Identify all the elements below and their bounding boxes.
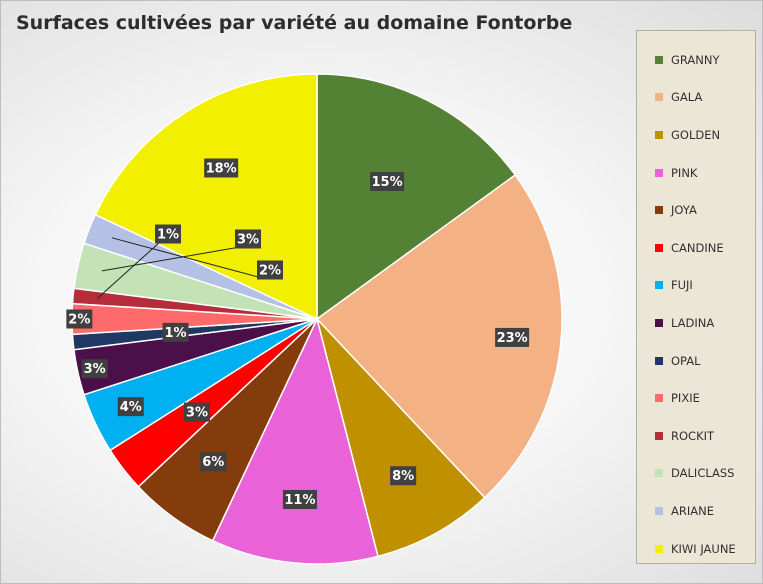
legend-item-granny[interactable]: GRANNY	[637, 41, 755, 79]
chart-title: Surfaces cultivées par variété au domain…	[16, 12, 573, 34]
data-label-fuji: 4%	[117, 397, 144, 417]
data-label-box	[117, 397, 144, 417]
legend-swatch	[655, 431, 663, 440]
legend-swatch	[655, 544, 663, 553]
legend-item-joya[interactable]: JOYA	[637, 191, 755, 229]
data-label-joya: 6%	[200, 452, 227, 472]
legend-swatch	[655, 318, 663, 327]
data-label-box	[204, 158, 239, 178]
data-label-box	[390, 466, 417, 486]
legend-label: OPAL	[671, 353, 701, 368]
data-label-text: 1%	[164, 326, 186, 341]
legend-swatch	[655, 130, 663, 139]
slice-golden[interactable]	[316, 318, 486, 558]
legend-item-gala[interactable]: GALA	[637, 79, 755, 117]
legend-item-opal[interactable]: OPAL	[637, 342, 755, 380]
slice-granny[interactable]	[316, 73, 517, 321]
data-label-box	[282, 489, 317, 509]
data-label-text: 2%	[259, 264, 281, 279]
legend-item-ariane[interactable]: ARIANE	[637, 492, 755, 530]
data-label-ladina: 3%	[81, 359, 108, 379]
data-label-box	[235, 229, 261, 249]
data-label-text: 3%	[84, 362, 106, 377]
data-label-pink: 11%	[282, 489, 317, 509]
data-label-box	[495, 327, 530, 347]
legend-label: GRANNY	[671, 52, 720, 67]
legend-item-rockit[interactable]: ROCKIT	[637, 417, 755, 455]
legend-swatch	[655, 394, 663, 403]
data-label-box	[183, 402, 210, 422]
slice-kiwi-jaune[interactable]	[94, 73, 318, 321]
data-label-text: 4%	[120, 400, 142, 415]
legend-item-golden[interactable]: GOLDEN	[637, 116, 755, 154]
legend-label: CANDINE	[671, 240, 724, 255]
data-label-rockit: 1%	[155, 224, 181, 244]
legend-label: DALICLASS	[671, 466, 735, 481]
data-label-box	[370, 171, 405, 191]
slice-pink[interactable]	[211, 316, 379, 565]
legend-swatch	[655, 506, 663, 515]
legend-label: PINK	[671, 165, 698, 180]
legend-label: ARIANE	[671, 503, 714, 518]
data-label-text: 15%	[372, 175, 403, 190]
data-label-gala: 23%	[495, 327, 530, 347]
data-label-candine: 3%	[183, 402, 210, 422]
data-label-ariane: 2%	[257, 260, 283, 280]
data-label-opal: 1%	[162, 322, 189, 342]
data-label-text: 18%	[206, 161, 237, 176]
legend-swatch	[655, 93, 663, 102]
legend-label: LADINA	[671, 315, 715, 330]
data-label-box	[200, 452, 227, 472]
legend-label: GOLDEN	[671, 127, 721, 142]
legend-label: PIXIE	[671, 391, 700, 406]
legend: GRANNY GALA GOLDEN PINK JOYA CANDINE FUJI LADIN…	[636, 30, 756, 564]
data-label-text: 6%	[202, 455, 224, 470]
legend-swatch	[655, 356, 663, 365]
legend-swatch	[655, 469, 663, 478]
legend-swatch	[655, 243, 663, 252]
data-label-daliclass: 3%	[235, 229, 261, 249]
legend-item-fuji[interactable]: FUJI	[637, 267, 755, 305]
legend-swatch	[655, 281, 663, 290]
data-label-box	[155, 224, 181, 244]
legend-item-candine[interactable]: CANDINE	[637, 229, 755, 267]
legend-item-kiwi-jaune[interactable]: KIWI JAUNE	[637, 530, 755, 568]
data-label-pixie: 2%	[66, 309, 93, 329]
data-label-granny: 15%	[370, 171, 405, 191]
legend-label: GALA	[671, 90, 703, 105]
data-label-text: 2%	[68, 313, 90, 328]
legend-item-pink[interactable]: PINK	[637, 154, 755, 192]
legend-item-daliclass[interactable]: DALICLASS	[637, 455, 755, 493]
data-label-text: 3%	[186, 406, 208, 421]
legend-label: JOYA	[671, 203, 697, 218]
data-label-box	[81, 359, 108, 379]
legend-label: ROCKIT	[671, 428, 715, 443]
data-label-text: 3%	[237, 233, 259, 248]
pie-chart: 15% 23% 8% 11% 6% 3% 4% 3% 1% 2% 1% 3% 2% 18%	[66, 73, 563, 565]
data-label-golden: 8%	[390, 466, 417, 486]
legend-swatch	[655, 206, 663, 215]
legend-swatch	[655, 55, 663, 64]
data-label-box	[162, 322, 189, 342]
data-label-box	[66, 309, 93, 329]
data-label-box	[257, 260, 283, 280]
legend-item-ladina[interactable]: LADINA	[637, 304, 755, 342]
data-label-kiwi-jaune: 18%	[204, 158, 239, 178]
legend-item-pixie[interactable]: PIXIE	[637, 379, 755, 417]
legend-swatch	[655, 168, 663, 177]
data-label-text: 11%	[284, 493, 315, 508]
legend-label: KIWI JAUNE	[671, 541, 736, 556]
slice-gala[interactable]	[315, 173, 563, 499]
data-label-text: 1%	[157, 228, 179, 243]
data-label-text: 8%	[392, 469, 414, 484]
legend-label: FUJI	[671, 278, 693, 293]
data-label-text: 23%	[497, 331, 528, 346]
